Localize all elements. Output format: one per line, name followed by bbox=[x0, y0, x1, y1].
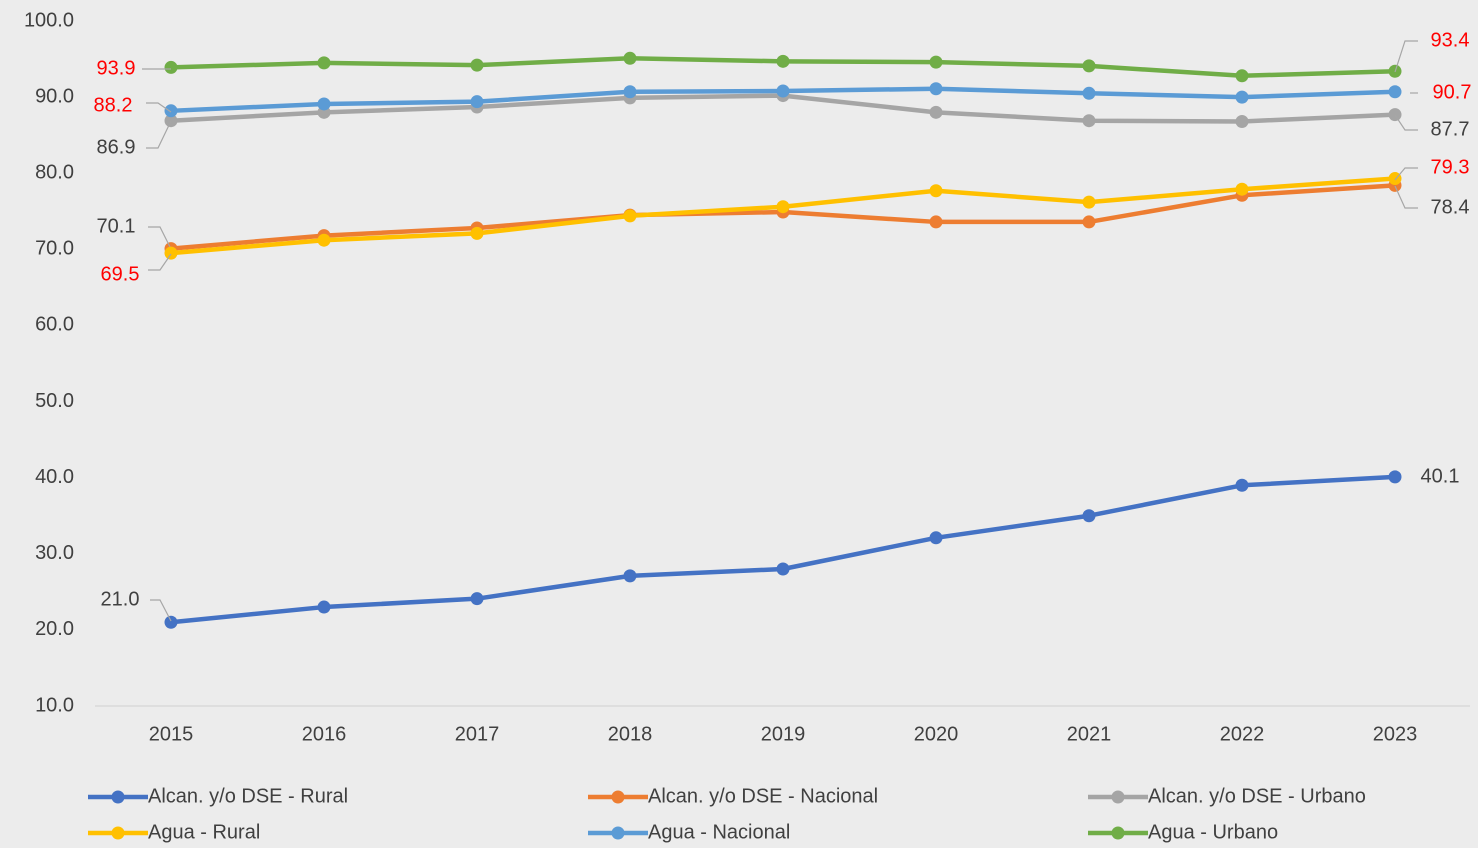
data-point bbox=[164, 246, 178, 260]
x-tick-label: 2016 bbox=[302, 723, 347, 745]
data-point bbox=[317, 233, 331, 247]
data-label: 88.2 bbox=[94, 94, 133, 116]
y-tick-label: 90.0 bbox=[35, 85, 74, 107]
leader-line bbox=[148, 226, 172, 250]
data-point bbox=[1235, 182, 1249, 196]
data-label: 90.7 bbox=[1433, 81, 1472, 103]
data-point bbox=[929, 82, 943, 96]
data-point bbox=[470, 58, 484, 72]
data-point bbox=[1235, 114, 1249, 128]
data-point bbox=[317, 97, 331, 111]
x-tick-label: 2018 bbox=[608, 723, 653, 745]
legend-label: Alcan. y/o DSE - Urbano bbox=[1148, 785, 1366, 807]
data-point bbox=[164, 104, 178, 118]
data-point bbox=[623, 51, 637, 65]
data-point bbox=[164, 114, 178, 128]
x-tick-label: 2023 bbox=[1373, 723, 1418, 745]
x-tick-label: 2015 bbox=[149, 723, 194, 745]
leader-line bbox=[1394, 114, 1418, 131]
x-tick-label: 2021 bbox=[1067, 723, 1112, 745]
legend-marker bbox=[1111, 826, 1125, 840]
y-tick-label: 40.0 bbox=[35, 466, 74, 488]
data-label: 40.1 bbox=[1421, 465, 1460, 487]
data-point bbox=[317, 600, 331, 614]
data-point bbox=[929, 184, 943, 198]
data-point bbox=[1235, 69, 1249, 83]
data-label: 79.3 bbox=[1431, 156, 1470, 178]
data-point bbox=[929, 55, 943, 69]
leader-line bbox=[146, 102, 172, 113]
y-tick-label: 70.0 bbox=[35, 238, 74, 260]
data-point bbox=[929, 215, 943, 229]
y-tick-label: 50.0 bbox=[35, 390, 74, 412]
leader-line bbox=[1394, 40, 1418, 73]
data-point bbox=[470, 592, 484, 606]
leader-line bbox=[1394, 185, 1418, 209]
data-label: 78.4 bbox=[1431, 196, 1470, 218]
data-point bbox=[623, 569, 637, 583]
y-tick-label: 10.0 bbox=[35, 694, 74, 716]
data-point bbox=[164, 615, 178, 629]
leader-line bbox=[1394, 167, 1418, 181]
legend-label: Alcan. y/o DSE - Nacional bbox=[648, 785, 878, 807]
y-tick-label: 60.0 bbox=[35, 314, 74, 336]
legend-marker bbox=[111, 790, 125, 804]
data-point bbox=[776, 54, 790, 68]
data-label: 93.9 bbox=[97, 57, 136, 79]
y-tick-label: 20.0 bbox=[35, 618, 74, 640]
data-point bbox=[776, 200, 790, 214]
data-point bbox=[1388, 470, 1402, 484]
data-point bbox=[470, 95, 484, 109]
y-tick-label: 80.0 bbox=[35, 162, 74, 184]
leader-line bbox=[150, 599, 172, 622]
legend-label: Agua - Nacional bbox=[648, 821, 790, 843]
data-point bbox=[1388, 85, 1402, 99]
data-label: 70.1 bbox=[97, 215, 136, 237]
data-point bbox=[470, 226, 484, 240]
data-point bbox=[929, 105, 943, 119]
data-point bbox=[1082, 509, 1096, 523]
data-point bbox=[1235, 478, 1249, 492]
x-tick-label: 2022 bbox=[1220, 723, 1265, 745]
data-point bbox=[776, 84, 790, 98]
y-tick-label: 100.0 bbox=[24, 9, 74, 31]
legend-marker bbox=[111, 826, 125, 840]
data-point bbox=[317, 56, 331, 70]
data-label: 93.4 bbox=[1431, 29, 1470, 51]
x-tick-label: 2020 bbox=[914, 723, 959, 745]
data-label: 87.7 bbox=[1431, 118, 1470, 140]
data-label: 21.0 bbox=[101, 588, 140, 610]
data-point bbox=[1082, 114, 1096, 128]
data-point bbox=[1082, 86, 1096, 100]
leader-line bbox=[148, 253, 172, 271]
legend-marker bbox=[611, 790, 625, 804]
x-tick-label: 2017 bbox=[455, 723, 500, 745]
legend-label: Agua - Urbano bbox=[1148, 821, 1278, 843]
leader-line bbox=[146, 120, 172, 149]
data-label: 86.9 bbox=[97, 136, 136, 158]
legend-marker bbox=[1111, 790, 1125, 804]
data-point bbox=[1235, 90, 1249, 104]
data-point bbox=[623, 209, 637, 223]
data-label: 69.5 bbox=[101, 263, 140, 285]
x-tick-label: 2019 bbox=[761, 723, 806, 745]
data-point bbox=[164, 60, 178, 74]
data-point bbox=[1082, 215, 1096, 229]
series-line bbox=[170, 474, 1396, 625]
data-point bbox=[1388, 108, 1402, 122]
data-point bbox=[1082, 59, 1096, 73]
legend-label: Agua - Rural bbox=[148, 821, 260, 843]
legend-marker bbox=[611, 826, 625, 840]
data-point bbox=[776, 562, 790, 576]
data-point bbox=[929, 531, 943, 545]
data-point bbox=[623, 85, 637, 99]
legend-label: Alcan. y/o DSE - Rural bbox=[148, 785, 348, 807]
y-tick-label: 30.0 bbox=[35, 542, 74, 564]
data-point bbox=[1082, 195, 1096, 209]
